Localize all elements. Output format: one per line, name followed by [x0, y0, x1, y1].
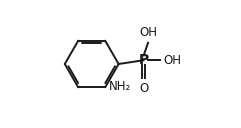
Text: NH₂: NH₂ — [109, 80, 132, 93]
Text: OH: OH — [164, 54, 182, 67]
Text: O: O — [139, 82, 148, 95]
Text: OH: OH — [139, 26, 157, 39]
Text: P: P — [139, 53, 149, 67]
